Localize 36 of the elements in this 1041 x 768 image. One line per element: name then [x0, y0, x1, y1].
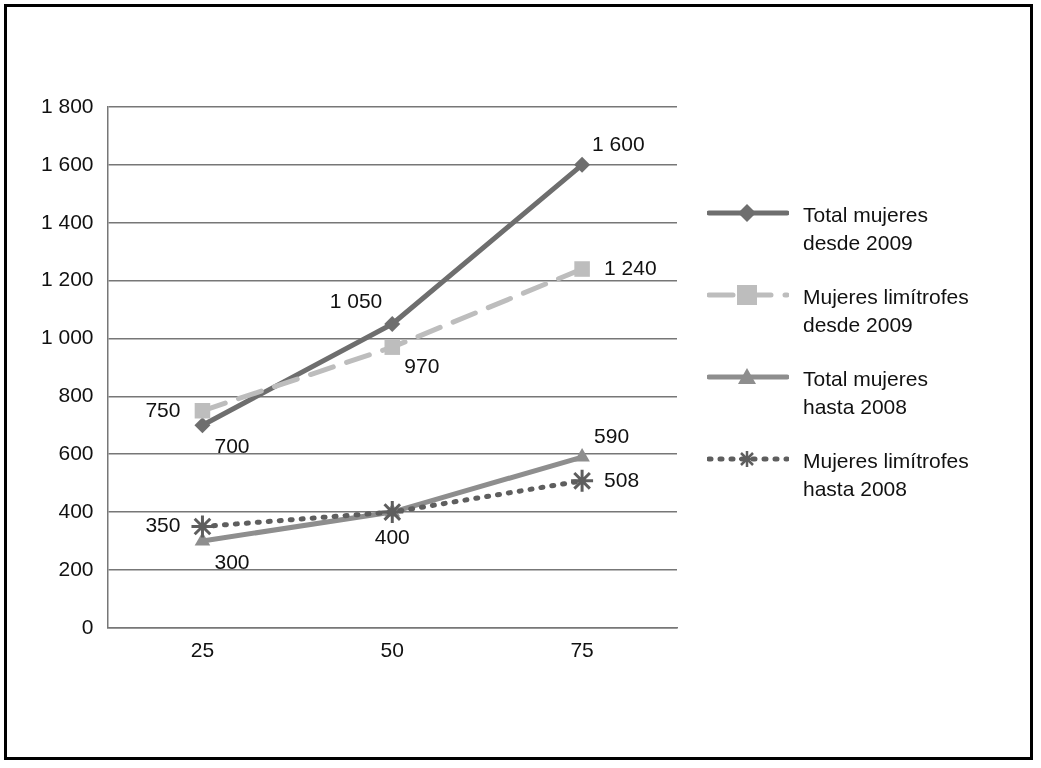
- data-label: 400: [374, 524, 410, 548]
- data-label: 1 600: [592, 131, 645, 155]
- point: [572, 471, 592, 491]
- x-tick-label: 25: [190, 638, 215, 662]
- data-label: 508: [604, 467, 640, 491]
- data-label: 700: [214, 434, 250, 458]
- point: [194, 417, 211, 434]
- legend-label: Total mujeres desde 2009: [803, 202, 929, 256]
- point: [384, 339, 401, 355]
- y-tick-label: 1 200: [40, 267, 94, 291]
- data-label: 300: [214, 549, 250, 573]
- data-label: 750: [145, 397, 181, 421]
- point: [194, 403, 211, 419]
- legend-label: Mujeres limítrofes desde 2009: [803, 284, 970, 338]
- legend-label: Total mujeres hasta 2008: [803, 366, 929, 420]
- point: [384, 316, 401, 332]
- data-label: 1 050: [329, 288, 383, 312]
- y-tick-label: 200: [58, 556, 94, 580]
- y-tick-label: 1 000: [40, 325, 94, 349]
- data-label: 970: [404, 353, 440, 377]
- y-tick-label: 1 400: [40, 209, 94, 233]
- point: [574, 261, 590, 277]
- y-tick-label: 0: [81, 614, 94, 638]
- x-tick-label: 75: [570, 638, 594, 662]
- y-tick-label: 800: [58, 383, 94, 407]
- y-tick-label: 400: [58, 498, 94, 522]
- y-tick-label: 600: [58, 441, 94, 464]
- data-label: 1 240: [604, 255, 657, 279]
- point: [574, 156, 591, 173]
- y-tick-label: 1 800: [40, 93, 94, 117]
- legend-label: Mujeres limítrofes hasta 2008: [803, 448, 970, 502]
- data-label: 590: [594, 423, 630, 447]
- data-label: 350: [145, 513, 181, 537]
- x-tick-label: 50: [380, 638, 404, 662]
- y-tick-label: 1 600: [40, 151, 94, 175]
- point: [574, 448, 590, 462]
